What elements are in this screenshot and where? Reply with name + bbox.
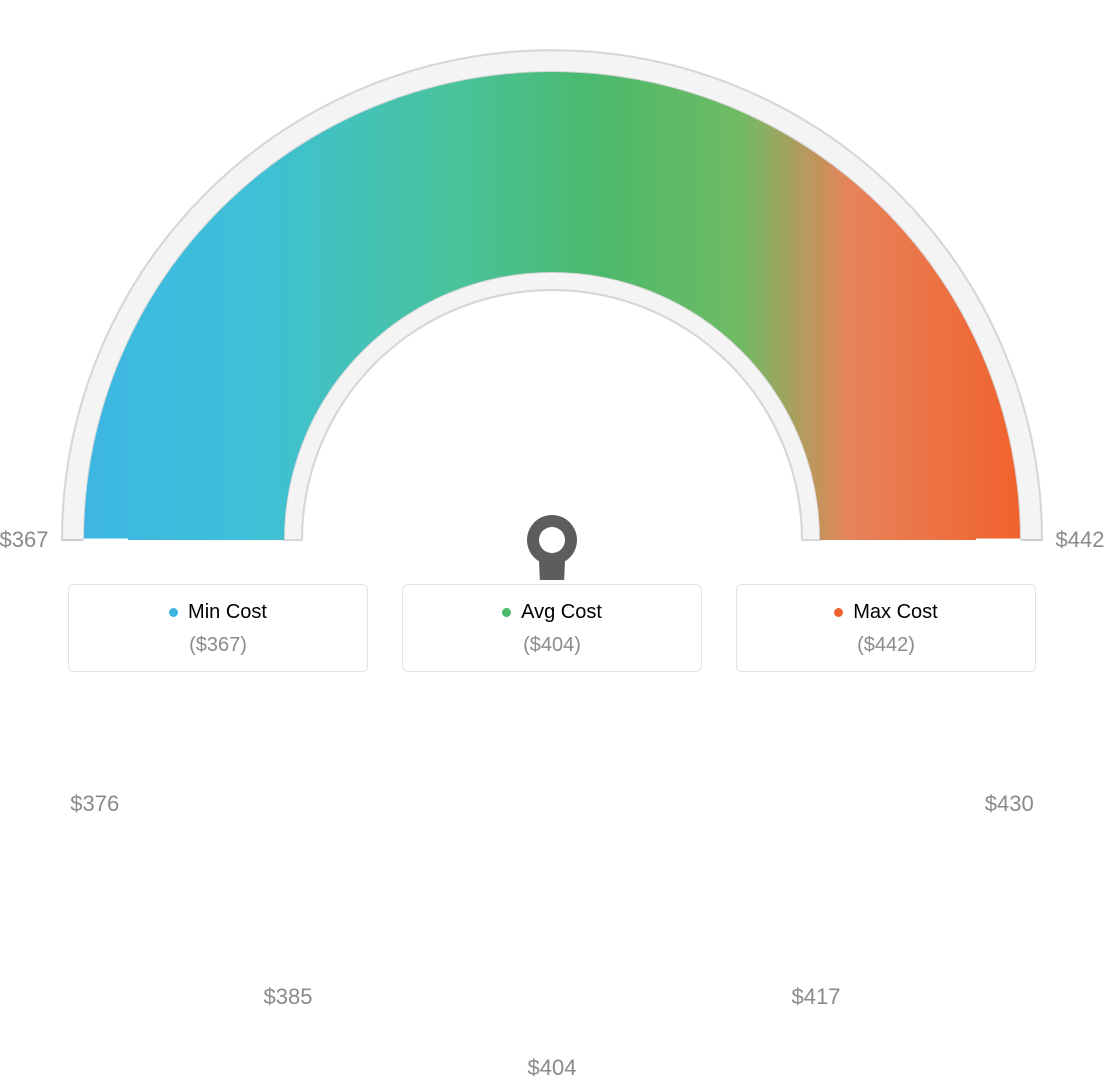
gauge-tick-label: $417 — [792, 984, 841, 1010]
legend-label-avg: Avg Cost — [521, 601, 602, 624]
legend-dot-avg — [502, 608, 511, 617]
legend-row: Min Cost ($367) Avg Cost ($404) Max Cost… — [0, 584, 1104, 672]
gauge-tick-label: $442 — [1056, 527, 1104, 553]
legend-value-max: ($442) — [747, 634, 1025, 657]
gauge-tick-label: $404 — [528, 1055, 577, 1081]
legend-title-max: Max Cost — [834, 601, 937, 624]
legend-value-min: ($367) — [79, 634, 357, 657]
legend-card-avg: Avg Cost ($404) — [402, 584, 702, 672]
legend-title-min: Min Cost — [169, 601, 267, 624]
legend-card-max: Max Cost ($442) — [736, 584, 1036, 672]
legend-title-avg: Avg Cost — [502, 601, 602, 624]
legend-value-avg: ($404) — [413, 634, 691, 657]
legend-dot-min — [169, 608, 178, 617]
gauge-tick-label: $367 — [0, 527, 48, 553]
legend-label-min: Min Cost — [188, 601, 267, 624]
gauge-tick-label: $385 — [264, 984, 313, 1010]
gauge-svg — [0, 20, 1104, 580]
gauge-chart: $367$376$385$404$417$430$442 — [0, 0, 1104, 560]
legend-label-max: Max Cost — [853, 601, 937, 624]
legend-dot-max — [834, 608, 843, 617]
gauge-tick-label: $430 — [985, 791, 1034, 817]
gauge-tick-label: $376 — [70, 791, 119, 817]
legend-card-min: Min Cost ($367) — [68, 584, 368, 672]
